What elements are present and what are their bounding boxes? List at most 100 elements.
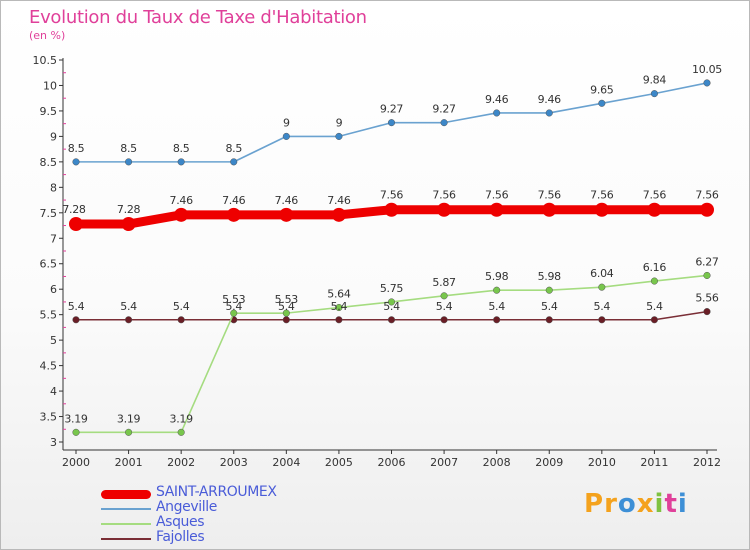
- y-tick-label: 8.5: [40, 156, 58, 169]
- y-tick-label: 4: [50, 385, 57, 398]
- legend-swatch-angeville: [101, 508, 151, 510]
- data-point-saint-arroumex: [437, 202, 452, 217]
- data-point-fajolles: [703, 308, 711, 316]
- data-point-fajolles: [282, 316, 290, 324]
- data-label-angeville: 9: [336, 116, 343, 129]
- data-label-fajolles: 5.56: [695, 292, 719, 305]
- data-label-angeville: 9.27: [380, 103, 404, 116]
- data-label-asques: 3.19: [170, 412, 194, 425]
- legend-label-saint-arroumex: SAINT-ARROUMEX: [156, 484, 277, 500]
- x-tick-label: 2007: [430, 456, 458, 469]
- y-tick-label: 7: [50, 232, 57, 245]
- data-point-asques: [598, 283, 606, 291]
- data-point-fajolles: [440, 316, 448, 324]
- data-label-saint-arroumex: 7.28: [62, 203, 86, 216]
- data-point-asques: [387, 298, 396, 306]
- data-label-angeville: 9: [283, 116, 290, 129]
- data-point-fajolles: [335, 316, 343, 324]
- x-tick-label: 2010: [588, 456, 616, 469]
- logo-letter: r: [604, 489, 618, 519]
- data-label-asques: 5.75: [380, 282, 404, 295]
- y-tick-label: 6.5: [40, 258, 58, 271]
- data-label-fajolles: 5.4: [120, 300, 137, 313]
- data-point-fajolles: [125, 316, 133, 324]
- x-tick-label: 2004: [272, 456, 300, 469]
- data-label-fajolles: 5.4: [278, 300, 295, 313]
- data-label-asques: 5.53: [275, 293, 299, 306]
- x-tick-label: 2009: [535, 456, 563, 469]
- data-point-asques: [650, 277, 658, 285]
- data-point-asques: [230, 309, 238, 317]
- data-point-saint-arroumex: [331, 207, 346, 222]
- logo-letter: o: [617, 489, 637, 519]
- data-point-saint-arroumex: [594, 202, 609, 217]
- data-label-saint-arroumex: 7.46: [170, 194, 194, 207]
- data-label-angeville: 9.46: [485, 93, 509, 106]
- data-label-angeville: 8.5: [68, 142, 85, 155]
- y-tick-label: 7.5: [40, 207, 58, 220]
- y-tick-label: 6: [50, 283, 57, 296]
- data-point-fajolles: [650, 316, 658, 324]
- data-label-asques: 6.04: [590, 267, 614, 280]
- data-label-asques: 6.16: [643, 261, 667, 274]
- data-point-saint-arroumex: [489, 202, 504, 217]
- data-label-saint-arroumex: 7.56: [538, 189, 562, 202]
- data-point-angeville: [335, 132, 343, 140]
- data-point-saint-arroumex: [279, 207, 294, 222]
- data-point-asques: [493, 286, 501, 294]
- logo-letter: t: [664, 489, 678, 519]
- y-tick-label: 9: [50, 130, 57, 143]
- y-tick-label: 10: [43, 79, 57, 92]
- legend-label-fajolles: Fajolles: [156, 529, 205, 545]
- chart-subtitle: (en %): [29, 29, 66, 42]
- data-label-angeville: 9.46: [538, 93, 562, 106]
- data-label-asques: 3.19: [64, 412, 88, 425]
- data-point-asques: [177, 428, 185, 436]
- data-label-fajolles: 5.4: [646, 300, 663, 313]
- data-label-asques: 5.98: [485, 270, 509, 283]
- x-tick-label: 2000: [62, 456, 90, 469]
- y-tick-label: 3: [50, 436, 57, 449]
- data-label-saint-arroumex: 7.56: [643, 189, 667, 202]
- data-label-saint-arroumex: 7.56: [590, 189, 614, 202]
- data-point-asques: [703, 271, 711, 279]
- x-tick-label: 2008: [483, 456, 511, 469]
- data-point-saint-arroumex: [647, 202, 662, 217]
- data-point-saint-arroumex: [121, 217, 136, 232]
- data-point-asques: [440, 292, 448, 300]
- data-point-asques: [545, 286, 553, 294]
- data-point-saint-arroumex: [69, 217, 83, 232]
- data-label-fajolles: 5.4: [594, 300, 611, 313]
- proxiti-logo: Proxiti: [584, 489, 688, 519]
- logo-letter: P: [584, 489, 605, 519]
- data-label-saint-arroumex: 7.56: [380, 189, 404, 202]
- x-tick-label: 2005: [325, 456, 353, 469]
- legend-swatch-asques: [101, 523, 151, 525]
- data-point-fajolles: [387, 316, 396, 324]
- logo-letter: i: [654, 489, 665, 519]
- legend-label-asques: Asques: [156, 514, 205, 530]
- data-point-asques: [282, 309, 290, 317]
- data-point-angeville: [125, 158, 133, 166]
- data-label-fajolles: 5.4: [383, 300, 400, 313]
- data-point-fajolles: [545, 316, 553, 324]
- y-tick-label: 4.5: [40, 360, 58, 373]
- data-point-angeville: [598, 99, 606, 107]
- data-point-angeville: [493, 109, 501, 117]
- data-label-asques: 5.87: [432, 276, 456, 289]
- data-label-angeville: 10.05: [692, 63, 722, 76]
- legend-swatch-saint-arroumex: [101, 490, 151, 499]
- data-label-saint-arroumex: 7.56: [695, 189, 719, 202]
- x-tick-label: 2003: [220, 456, 248, 469]
- x-tick-label: 2001: [115, 456, 143, 469]
- data-label-angeville: 9.27: [432, 103, 456, 116]
- data-label-saint-arroumex: 7.46: [222, 194, 246, 207]
- data-label-saint-arroumex: 7.56: [432, 189, 456, 202]
- data-label-asques: 5.53: [222, 293, 246, 306]
- data-label-angeville: 9.84: [643, 74, 667, 87]
- data-label-fajolles: 5.4: [68, 300, 85, 313]
- data-point-angeville: [440, 119, 448, 127]
- data-label-angeville: 9.65: [590, 83, 614, 96]
